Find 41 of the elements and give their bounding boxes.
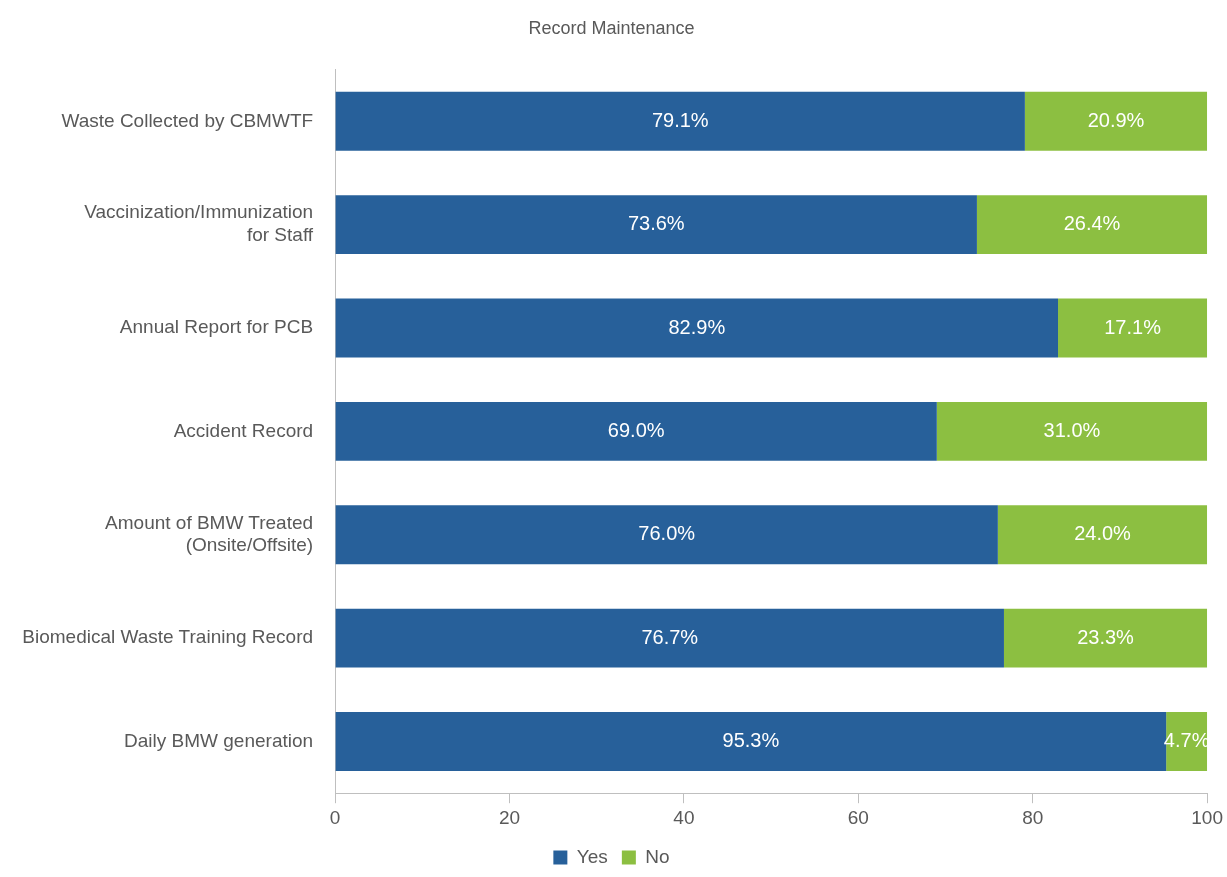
bar <box>335 195 977 255</box>
bar <box>997 505 1208 565</box>
data-label: 95.3% <box>722 729 780 752</box>
bar <box>335 608 1004 668</box>
x-tick-label: 80 <box>1022 806 1044 828</box>
data-label: 20.9% <box>1087 108 1145 131</box>
y-tick-label: Daily BMW generation <box>124 729 314 751</box>
bar <box>1003 608 1208 668</box>
bar <box>335 505 998 565</box>
bar <box>936 401 1208 461</box>
bar <box>976 195 1208 255</box>
y-tick-label: Waste Collected by CBMWTF <box>61 109 314 131</box>
x-tick-label: 40 <box>673 806 695 828</box>
x-tick-label: 0 <box>329 806 341 828</box>
data-label: 17.1% <box>1104 315 1162 338</box>
legend-label: Yes <box>576 845 608 867</box>
y-tick-label: Vaccinization/Immunization for Staff <box>84 201 314 246</box>
data-label: 24.0% <box>1074 522 1132 545</box>
bar <box>335 401 937 461</box>
data-label: 26.4% <box>1063 212 1121 235</box>
x-tick-label: 100 <box>1191 806 1223 828</box>
bar <box>335 91 1025 151</box>
bar <box>335 298 1059 358</box>
data-label: 69.0% <box>607 418 665 441</box>
bar <box>1024 91 1208 151</box>
bar <box>1058 298 1208 358</box>
x-tick-label: 60 <box>847 806 869 828</box>
data-label: 79.1% <box>651 108 709 131</box>
data-label: 23.3% <box>1077 625 1135 648</box>
data-label: 76.0% <box>638 522 696 545</box>
data-label: 31.0% <box>1043 418 1101 441</box>
y-tick-label: Amount of BMW Treated (Onsite/Offsite) <box>105 511 314 556</box>
y-tick-label: Accident Record <box>173 419 314 441</box>
data-label: 82.9% <box>668 315 726 338</box>
data-label: 73.6% <box>627 212 685 235</box>
x-tick-label: 20 <box>498 806 521 828</box>
y-tick-label: Biomedical Waste Training Record <box>22 626 314 648</box>
legend-label: No <box>645 845 670 867</box>
y-tick-label: Annual Report for PCB <box>119 316 314 338</box>
chart-title: Record Maintenance <box>528 17 695 38</box>
data-label: 76.7% <box>641 625 699 648</box>
